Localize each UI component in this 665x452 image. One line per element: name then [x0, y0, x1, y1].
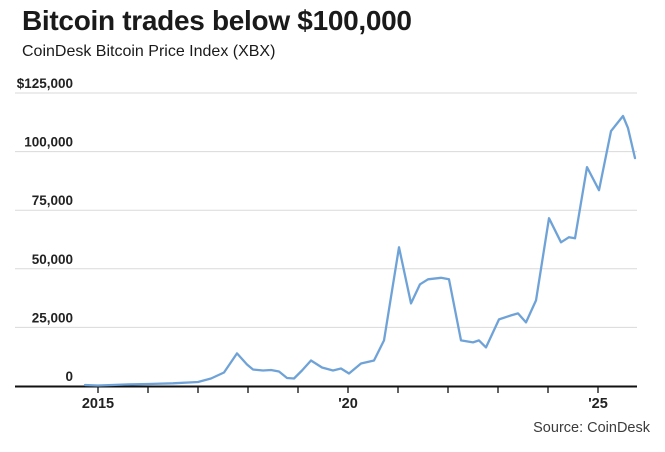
price-line [83, 114, 637, 387]
chart-subtitle: CoinDesk Bitcoin Price Index (XBX) [22, 43, 276, 60]
x-axis-label: '25 [588, 396, 608, 412]
chart-title: Bitcoin trades below $100,000 [22, 5, 412, 36]
y-axis-label: 75,000 [32, 193, 73, 208]
x-axis-label: '20 [338, 396, 358, 412]
source-attribution: Source: CoinDesk [533, 420, 650, 436]
x-axis-label: 2015 [82, 396, 114, 412]
y-axis-label: 25,000 [32, 310, 73, 325]
y-axis-label: $125,000 [17, 76, 73, 91]
y-axis-label: 0 [65, 369, 73, 384]
y-axis-label: 100,000 [24, 135, 73, 150]
y-axis-label: 50,000 [32, 252, 73, 267]
